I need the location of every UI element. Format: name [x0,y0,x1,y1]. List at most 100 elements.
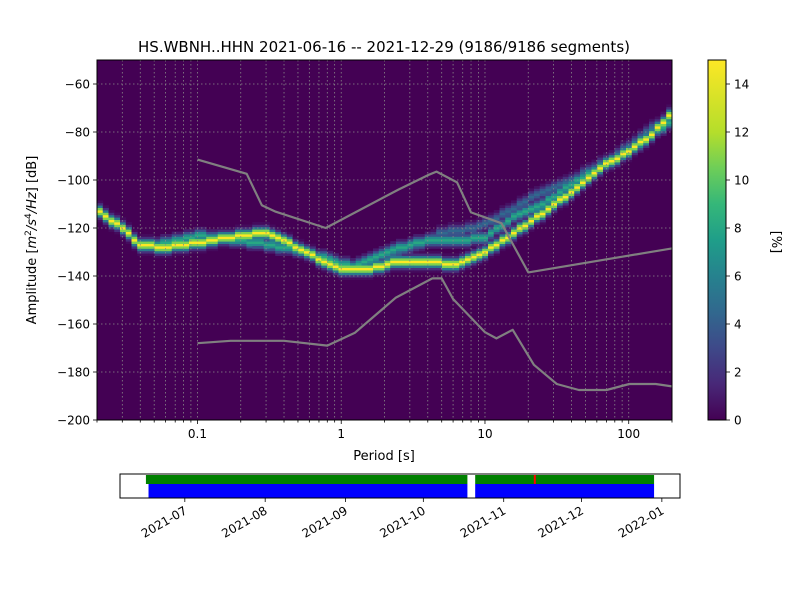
density-cell [275,241,282,244]
density-cell [246,236,253,240]
density-cell [591,178,598,182]
density-cell [557,176,564,180]
density-cell [562,188,569,192]
density-cell [246,224,253,228]
density-cell [643,123,650,127]
density-cell [511,219,518,223]
density-cell [246,238,253,242]
density-cell [390,270,397,273]
density-cell [528,198,535,201]
density-cell [459,258,466,261]
density-cell [384,246,391,249]
density-cell [292,250,299,254]
density-cell [252,241,259,244]
grid-layer [97,60,672,420]
density-cell [102,214,109,218]
coverage-red-marker [533,475,536,484]
density-cell [522,214,529,218]
density-cell [499,219,506,223]
density-cell [574,171,581,175]
density-cell [419,253,426,256]
density-cell [200,248,207,252]
density-cell [355,265,362,268]
density-cell [620,154,627,158]
density-cell [493,238,500,242]
density-cell [626,152,633,156]
density-cell [545,200,552,204]
density-cell [378,255,385,259]
density-cell [183,253,190,256]
coverage-blue-bar [475,484,655,498]
density-cell [223,234,230,237]
density-cell [206,246,213,249]
density-cell [361,277,368,280]
density-cell [309,253,316,256]
density-cell [528,200,535,204]
density-cell [562,198,569,201]
timeline-bars [145,475,655,498]
density-cell [148,243,155,247]
density-cell [131,229,138,232]
density-cell [396,243,403,247]
density-cell [269,234,276,237]
density-cell [522,212,529,216]
density-cell [470,250,477,254]
density-cell [562,181,569,184]
density-cell [562,174,569,177]
density-cell [436,270,443,273]
density-cell [171,246,178,249]
colorbar-ticks: 0 2 4 6 8 10 12 14 [726,78,749,428]
density-cell [281,229,288,232]
density-cell [580,186,587,189]
density-cell [194,236,201,240]
density-cell [465,255,472,259]
density-cell [482,260,489,264]
density-cell [258,248,265,252]
coverage-blue-bar [148,484,468,498]
density-cell [177,241,184,244]
density-cell [574,190,581,194]
density-cell [522,229,529,232]
density-cell [154,250,161,254]
density-cell [378,258,385,261]
density-cell [401,270,408,273]
density-cell [585,178,592,182]
density-cell [263,226,270,230]
density-cell [143,250,150,254]
density-cell [568,186,575,189]
density-cell [292,243,299,247]
density-cell [378,253,385,256]
density-cell [470,224,477,228]
density-cell [436,246,443,249]
density-cell [447,246,454,249]
density-cell [436,255,443,259]
density-cell [499,214,506,218]
density-cell [304,255,311,259]
density-cell [551,200,558,204]
density-cell [275,253,282,256]
density-cell [580,169,587,172]
density-cell [350,262,357,266]
density-cell [522,217,529,220]
density-cell [252,231,259,235]
density-cell [614,166,621,170]
density-cell [597,159,604,163]
density-cell [631,145,638,148]
density-cell [476,241,483,244]
density-cell [557,207,564,211]
density-cell [413,238,420,242]
density-cell [114,224,121,228]
density-cell [545,210,552,213]
density-cell [378,272,385,276]
density-cell [246,231,253,235]
density-cell [361,274,368,278]
density-cell [321,262,328,266]
density-cell [419,258,426,261]
density-cell [557,178,564,182]
density-cell [355,270,362,273]
density-cell [108,229,115,232]
density-cell [154,241,161,244]
density-cell [413,234,420,237]
density-cell [585,169,592,172]
density-cell [355,258,362,261]
